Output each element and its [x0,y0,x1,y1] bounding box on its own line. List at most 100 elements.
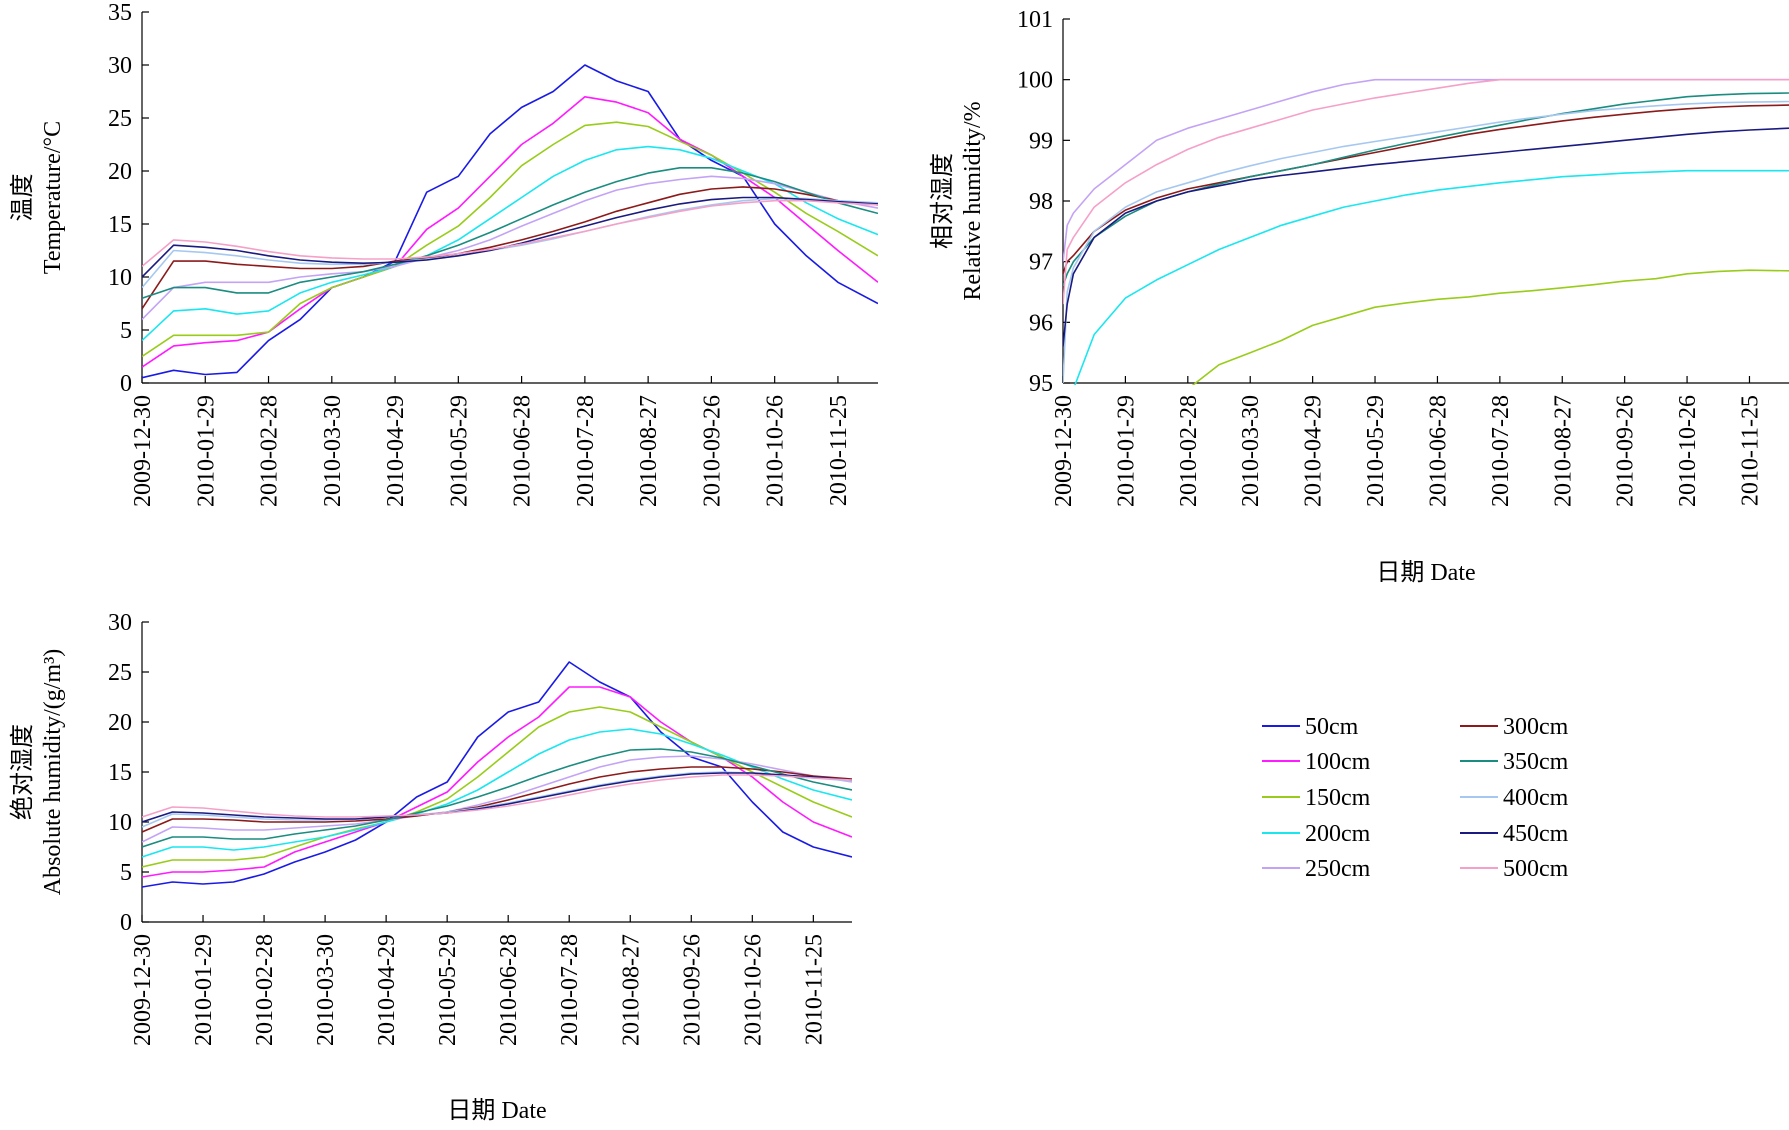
y-tick-label: 20 [108,159,132,185]
x-tick-label: 2010-10-26 [1675,395,1701,507]
series-line-400cm [142,771,852,828]
x-tick-label: 2010-04-29 [1301,395,1327,507]
y-tick-label: 97 [1029,250,1053,276]
y-tick-label: 5 [120,318,132,344]
x-tick-label: 2009-12-30 [1051,395,1077,507]
legend-label-250cm: 250cm [1305,856,1371,882]
legend-label-400cm: 400cm [1503,785,1569,811]
x-tick-label: 2010-07-28 [573,395,599,507]
relative-humidity-chart: 95 96 97 98 99 100 101 2009-12-30 2010-01-29 2010… [929,7,1789,586]
x-tick-label: 2010-06-28 [496,934,522,1046]
x-tick-label: 2010-11-25 [801,934,827,1045]
series-line-150cm [1191,269,1789,385]
y-tick-label: 15 [108,760,132,786]
y-axis-title-cn: 温度 [9,174,36,222]
x-tick-label: 2009-12-30 [130,934,156,1046]
series-line-500cm [142,199,878,268]
legend-label-100cm: 100cm [1305,749,1371,775]
x-tick-label: 2010-01-29 [193,395,219,507]
series-line-400cm [1063,100,1789,384]
series-line-150cm [142,706,852,868]
y-tick-label: 95 [1029,371,1053,397]
legend-label-150cm: 150cm [1305,785,1371,811]
series-line-500cm [142,774,852,818]
y-tick-label: 100 [1017,68,1053,94]
series-line-250cm [142,175,878,320]
x-tick-label: 2009-12-30 [130,395,156,507]
y-tick-label: 101 [1017,7,1053,33]
x-tick-label: 2010-02-28 [257,395,283,507]
y-tick-label: 99 [1029,128,1053,154]
series-line-300cm [142,186,878,310]
series-line-50cm [142,64,878,379]
x-tick-label: 2010-04-29 [374,934,400,1046]
y-tick-label: 35 [108,0,132,26]
y-tick-label: 30 [108,610,132,636]
y-axis-title-en: Temperature/°C [40,121,66,274]
x-axis-title: 日期 Date [447,1098,546,1124]
x-tick-label: 2010-08-27 [636,395,662,507]
series-line-450cm [1063,127,1789,347]
y-tick-label: 10 [108,810,132,836]
y-tick-label: 96 [1029,310,1053,336]
x-tick-label: 2010-08-27 [1550,395,1576,507]
x-tick-label: 2010-02-28 [1176,395,1202,507]
x-tick-label: 2010-02-28 [252,934,278,1046]
y-tick-label: 10 [108,265,132,291]
x-tick-label: 2010-03-30 [1238,395,1264,507]
y-tick-label: 0 [120,910,132,936]
y-axis-title-en: Relative humidity/% [960,101,986,300]
series-line-350cm [1063,92,1789,287]
series-line-350cm [142,748,852,848]
y-tick-label: 5 [120,860,132,886]
y-axis-title-cn: 相对湿度 [929,153,956,249]
series-line-200cm [142,145,878,342]
y-tick-label: 20 [108,710,132,736]
series-line-450cm [142,772,852,823]
y-tick-label: 15 [108,212,132,238]
legend-label-300cm: 300cm [1503,714,1569,740]
y-axis-title-en: Absolute humidity/(g/m³) [40,649,66,896]
x-tick-label: 2010-09-26 [1613,395,1639,507]
x-tick-label: 2010-05-29 [435,934,461,1046]
x-tick-label: 2010-07-28 [557,934,583,1046]
x-tick-label: 2010-09-26 [699,395,725,507]
legend-label-500cm: 500cm [1503,856,1569,882]
legend-label-200cm: 200cm [1305,821,1371,847]
x-tick-label: 2010-03-30 [313,934,339,1046]
x-tick-label: 2010-05-29 [446,395,472,507]
temperature-chart: 0 5 10 15 20 25 30 35 2009-12-30 2010-01-29 2010-0… [9,0,878,507]
y-tick-label: 30 [108,53,132,79]
series-line-150cm [142,121,878,358]
y-tick-label: 98 [1029,189,1053,215]
x-tick-label: 2010-11-25 [826,395,852,506]
x-tick-label: 2010-10-26 [740,934,766,1046]
series-line-500cm [1063,78,1789,305]
x-tick-label: 2010-07-28 [1488,395,1514,507]
legend-label-350cm: 350cm [1503,749,1569,775]
x-tick-label: 2010-01-29 [1113,395,1139,507]
absolute-humidity-chart: 0 5 10 15 20 25 30 2009-12-30 2010-01-29 2010-02-… [9,610,852,1124]
x-axis-title: 日期 Date [1376,560,1475,586]
x-tick-label: 2010-06-28 [1425,395,1451,507]
series-line-350cm [142,167,878,299]
series-line-200cm [1074,169,1789,385]
legend: 50cm 100cm 150cm 200cm 250cm 300cm 350cm 400cm 4… [1262,714,1569,882]
y-axis-title-cn: 绝对湿度 [9,724,36,820]
x-tick-label: 2010-05-29 [1363,395,1389,507]
x-tick-label: 2010-08-27 [618,934,644,1046]
y-tick-label: 25 [108,660,132,686]
series-line-400cm [142,197,878,289]
x-tick-label: 2010-06-28 [510,395,536,507]
legend-label-450cm: 450cm [1503,821,1569,847]
y-tick-label: 25 [108,106,132,132]
series-line-300cm [142,766,852,833]
x-tick-label: 2010-10-26 [763,395,789,507]
series-line-300cm [1063,104,1789,275]
x-tick-label: 2010-04-29 [383,395,409,507]
x-tick-label: 2010-01-29 [191,934,217,1046]
x-tick-label: 2010-11-25 [1737,395,1763,506]
y-tick-label: 0 [120,371,132,397]
x-tick-label: 2010-09-26 [679,934,705,1046]
